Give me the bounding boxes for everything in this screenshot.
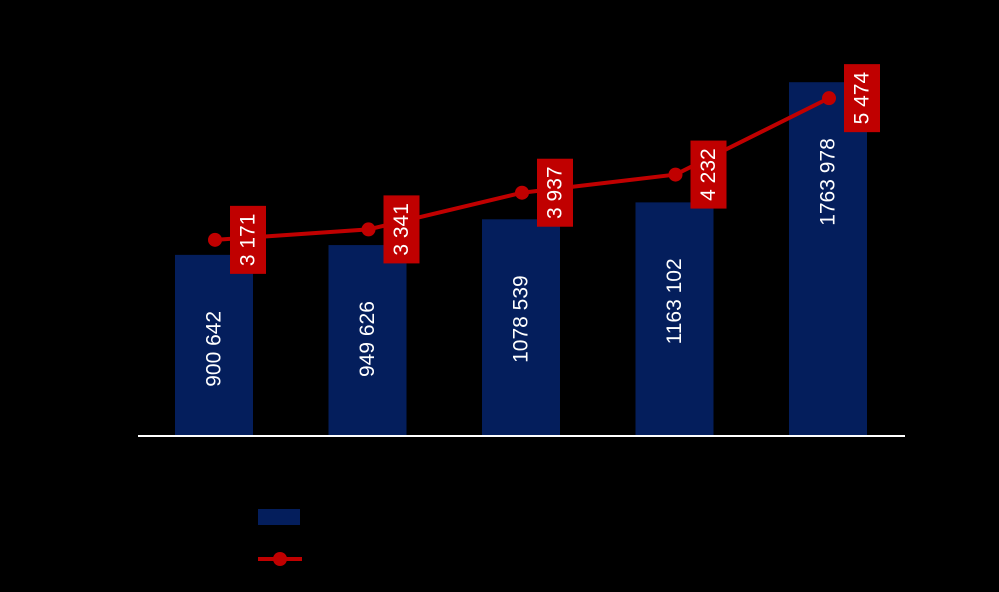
line-label-box-3	[537, 158, 573, 227]
line-point-4	[668, 167, 683, 182]
line-point-3	[515, 185, 529, 200]
bar-label-3: 1078 539	[510, 275, 533, 363]
line-point-5	[822, 91, 836, 106]
line-label-box-2	[383, 195, 420, 264]
bar-3	[482, 219, 560, 435]
bar-label-5: 1763 978	[817, 138, 840, 226]
bar-2	[328, 245, 407, 435]
bar-label-1: 900 642	[203, 311, 226, 387]
bar-value-labels: 900 642 949 626 1078 539 1163 102 1763 978	[203, 138, 840, 387]
line-label-box-5	[844, 64, 880, 133]
line-label-1: 3 171	[237, 214, 260, 267]
line-label-5: 5 474	[851, 72, 874, 125]
line-label-2: 3 341	[390, 203, 413, 256]
bar-label-4: 1163 102	[663, 258, 686, 344]
bar-5	[789, 82, 867, 435]
legend-line-marker	[273, 552, 287, 566]
line-value-labels: 3 171 3 341 3 937 4 232 5 474	[230, 64, 880, 274]
line-point-2	[361, 222, 376, 237]
bar-label-2: 949 626	[356, 301, 379, 377]
bar-1	[175, 254, 253, 435]
line-label-3: 3 937	[544, 166, 567, 219]
line-point-1	[208, 232, 222, 247]
bar-series	[175, 82, 867, 435]
legend-bar-swatch	[258, 509, 300, 525]
line-label-box-4	[690, 140, 727, 209]
line-series	[208, 91, 836, 247]
legend	[258, 509, 302, 566]
line-label-box-1	[230, 205, 266, 274]
bar-4	[635, 202, 714, 435]
line-label-4: 4 232	[697, 148, 720, 201]
